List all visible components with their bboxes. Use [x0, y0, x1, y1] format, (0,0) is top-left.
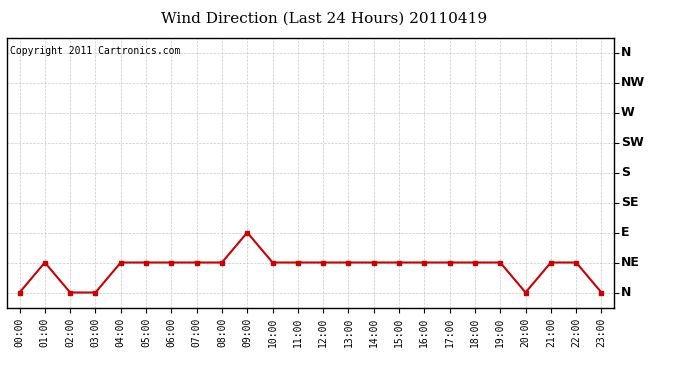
Text: NE: NE	[621, 256, 640, 269]
Text: SE: SE	[621, 196, 638, 209]
Text: N: N	[621, 46, 631, 59]
Text: Wind Direction (Last 24 Hours) 20110419: Wind Direction (Last 24 Hours) 20110419	[161, 11, 487, 25]
Text: Copyright 2011 Cartronics.com: Copyright 2011 Cartronics.com	[10, 46, 180, 56]
Text: S: S	[621, 166, 630, 179]
Text: W: W	[621, 106, 635, 119]
Text: NW: NW	[621, 76, 645, 89]
Text: N: N	[621, 286, 631, 299]
Text: SW: SW	[621, 136, 644, 149]
Text: E: E	[621, 226, 629, 239]
